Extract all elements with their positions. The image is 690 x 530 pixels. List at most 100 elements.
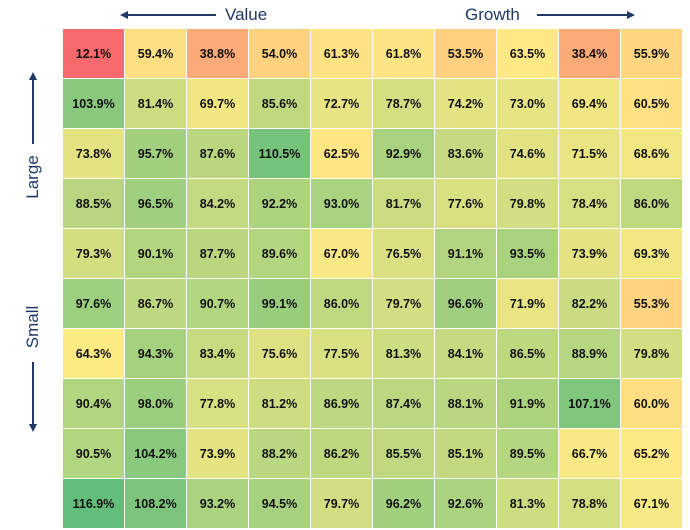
heatmap-cell: 86.0% [311, 279, 373, 329]
heatmap-cell: 12.1% [63, 29, 125, 79]
heatmap-cell: 86.7% [125, 279, 187, 329]
heatmap-cell: 89.6% [249, 229, 311, 279]
heatmap-cell: 67.0% [311, 229, 373, 279]
heatmap-cell: 79.7% [311, 479, 373, 529]
heatmap-cell: 79.7% [373, 279, 435, 329]
heatmap-cell: 77.5% [311, 329, 373, 379]
heatmap-cell: 63.5% [497, 29, 559, 79]
heatmap-cell: 98.0% [125, 379, 187, 429]
heatmap-cell: 38.4% [559, 29, 621, 79]
heatmap-cell: 67.1% [621, 479, 683, 529]
value-label: Value [225, 5, 268, 24]
growth-label: Growth [465, 5, 520, 24]
heatmap-cell: 92.9% [373, 129, 435, 179]
heatmap-cell: 61.8% [373, 29, 435, 79]
heatmap-cell: 61.3% [311, 29, 373, 79]
heatmap-cell: 95.7% [125, 129, 187, 179]
growth-arrow-icon [537, 11, 635, 19]
heatmap-cell: 104.2% [125, 429, 187, 479]
heatmap-cell: 74.2% [435, 79, 497, 129]
heatmap-cell: 97.6% [63, 279, 125, 329]
heatmap-cell: 110.5% [249, 129, 311, 179]
heatmap-cell: 73.0% [497, 79, 559, 129]
heatmap-cell: 64.3% [63, 329, 125, 379]
heatmap-cell: 86.5% [497, 329, 559, 379]
large-label: Large [23, 155, 42, 199]
heatmap-cell: 87.6% [187, 129, 249, 179]
heatmap-cell: 66.7% [559, 429, 621, 479]
heatmap-cell: 78.4% [559, 179, 621, 229]
heatmap-cell: 71.5% [559, 129, 621, 179]
heatmap-cell: 90.5% [63, 429, 125, 479]
heatmap-cell: 84.1% [435, 329, 497, 379]
heatmap-cell: 90.1% [125, 229, 187, 279]
heatmap-cell: 93.5% [497, 229, 559, 279]
small-label: Small [23, 305, 42, 349]
heatmap-cell: 62.5% [311, 129, 373, 179]
heatmap-grid: 12.1% 59.4% 38.8% 54.0% 61.3% 61.8% 53.5% 63.5%… [63, 29, 683, 529]
heatmap-cell: 84.2% [187, 179, 249, 229]
heatmap-cell: 96.2% [373, 479, 435, 529]
heatmap-cell: 103.9% [63, 79, 125, 129]
heatmap-cell: 60.5% [621, 79, 683, 129]
heatmap-cell: 87.7% [187, 229, 249, 279]
heatmap-cell: 69.3% [621, 229, 683, 279]
heatmap-cell: 83.4% [187, 329, 249, 379]
heatmap-cell: 88.1% [435, 379, 497, 429]
heatmap-cell: 116.9% [63, 479, 125, 529]
heatmap-cell: 65.2% [621, 429, 683, 479]
heatmap-cell: 86.9% [311, 379, 373, 429]
heatmap-cell: 108.2% [125, 479, 187, 529]
heatmap-cell: 94.5% [249, 479, 311, 529]
heatmap-cell: 77.6% [435, 179, 497, 229]
heatmap-cell: 73.9% [559, 229, 621, 279]
heatmap-cell: 53.5% [435, 29, 497, 79]
heatmap-cell: 68.6% [621, 129, 683, 179]
heatmap-cell: 81.3% [373, 329, 435, 379]
heatmap-cell: 90.7% [187, 279, 249, 329]
heatmap-cell: 55.3% [621, 279, 683, 329]
heatmap-cell: 93.0% [311, 179, 373, 229]
heatmap-cell: 89.5% [497, 429, 559, 479]
heatmap-cell: 91.1% [435, 229, 497, 279]
heatmap-cell: 88.2% [249, 429, 311, 479]
heatmap-cell: 86.0% [621, 179, 683, 229]
heatmap-cell: 54.0% [249, 29, 311, 79]
heatmap-cell: 60.0% [621, 379, 683, 429]
heatmap-cell: 74.6% [497, 129, 559, 179]
heatmap-cell: 86.2% [311, 429, 373, 479]
heatmap-cell: 59.4% [125, 29, 187, 79]
heatmap-cell: 79.3% [63, 229, 125, 279]
heatmap-cell: 73.9% [187, 429, 249, 479]
heatmap-cell: 92.6% [435, 479, 497, 529]
heatmap-cell: 96.6% [435, 279, 497, 329]
heatmap-cell: 79.8% [497, 179, 559, 229]
heatmap-cell: 69.7% [187, 79, 249, 129]
heatmap-cell: 55.9% [621, 29, 683, 79]
heatmap-cell: 81.2% [249, 379, 311, 429]
heatmap-cell: 73.8% [63, 129, 125, 179]
heatmap-cell: 85.5% [373, 429, 435, 479]
heatmap-cell: 69.4% [559, 79, 621, 129]
heatmap-cell: 81.3% [497, 479, 559, 529]
heatmap-cell: 91.9% [497, 379, 559, 429]
heatmap-cell: 78.8% [559, 479, 621, 529]
value-arrow-icon [120, 11, 216, 19]
large-arrow-icon [29, 72, 37, 144]
heatmap-cell: 81.4% [125, 79, 187, 129]
heatmap-cell: 79.8% [621, 329, 683, 379]
small-arrow-icon [29, 362, 37, 432]
heatmap-cell: 72.7% [311, 79, 373, 129]
heatmap-cell: 38.8% [187, 29, 249, 79]
heatmap-cell: 99.1% [249, 279, 311, 329]
heatmap-cell: 96.5% [125, 179, 187, 229]
heatmap-cell: 90.4% [63, 379, 125, 429]
heatmap-cell: 71.9% [497, 279, 559, 329]
heatmap-cell: 75.6% [249, 329, 311, 379]
heatmap-cell: 77.8% [187, 379, 249, 429]
heatmap-cell: 88.5% [63, 179, 125, 229]
heatmap-cell: 83.6% [435, 129, 497, 179]
heatmap-cell: 82.2% [559, 279, 621, 329]
heatmap-cell: 88.9% [559, 329, 621, 379]
heatmap-cell: 87.4% [373, 379, 435, 429]
